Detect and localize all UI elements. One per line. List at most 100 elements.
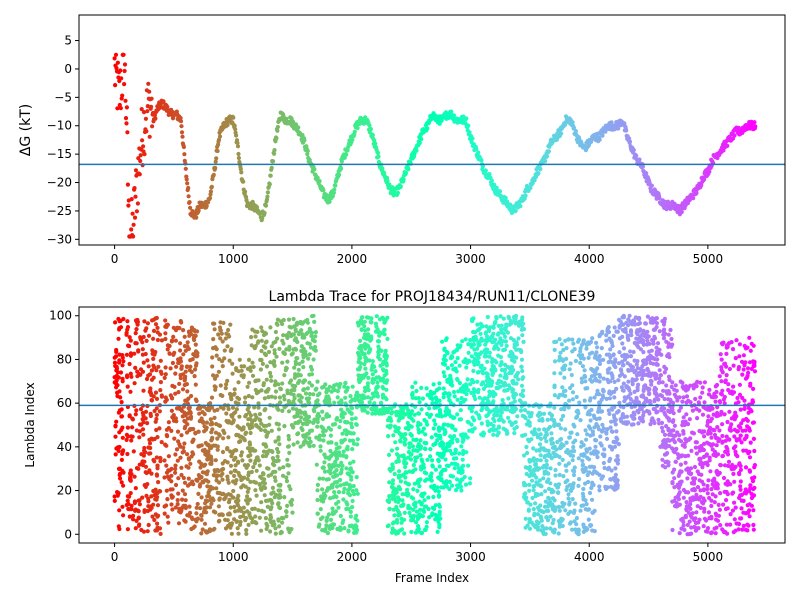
- lambda-point: [390, 462, 394, 466]
- lambda-point: [267, 350, 271, 354]
- lambda-point: [258, 475, 262, 479]
- delta-g-point: [130, 197, 134, 201]
- delta-g-point: [373, 141, 377, 145]
- lambda-point: [258, 463, 262, 467]
- lambda-point: [146, 497, 150, 501]
- delta-g-point: [133, 195, 137, 199]
- lambda-point: [120, 452, 124, 456]
- lambda-point: [342, 490, 346, 494]
- lambda-point: [273, 348, 277, 352]
- lambda-point: [276, 318, 280, 322]
- lambda-point: [417, 500, 421, 504]
- lambda-point: [339, 461, 343, 465]
- delta-g-point: [333, 184, 337, 188]
- lambda-point: [435, 413, 439, 417]
- lambda-point: [323, 470, 327, 474]
- lambda-point: [144, 352, 148, 356]
- lambda-point: [552, 340, 556, 344]
- lambda-point: [588, 352, 592, 356]
- lambda-point: [193, 367, 197, 371]
- lambda-point: [479, 408, 483, 412]
- lambda-point: [164, 372, 168, 376]
- lambda-point: [125, 353, 129, 357]
- lambda-point: [512, 431, 516, 435]
- lambda-point: [238, 515, 242, 519]
- lambda-point: [403, 475, 407, 479]
- lambda-point: [479, 332, 483, 336]
- lambda-point: [387, 480, 391, 484]
- lambda-point: [272, 463, 276, 467]
- lambda-point: [168, 352, 172, 356]
- lambda-point: [392, 520, 396, 524]
- lambda-point: [212, 527, 216, 531]
- lambda-point: [170, 339, 174, 343]
- delta-g-point: [276, 125, 280, 129]
- lambda-point: [406, 456, 410, 460]
- lambda-point: [253, 488, 257, 492]
- lambda-point: [469, 423, 473, 427]
- lambda-point: [466, 464, 470, 468]
- lambda-point: [220, 359, 224, 363]
- lambda-point: [306, 386, 310, 390]
- lambda-point: [538, 448, 542, 452]
- lambda-point: [475, 380, 479, 384]
- lambda-point: [356, 492, 360, 496]
- lambda-point: [181, 328, 185, 332]
- lambda-point: [263, 493, 267, 497]
- lambda-point: [418, 438, 422, 442]
- lambda-point: [166, 521, 170, 525]
- lambda-point: [392, 513, 396, 517]
- lambda-point: [519, 349, 523, 353]
- lambda-point: [176, 498, 180, 502]
- delta-g-point: [598, 138, 602, 142]
- lambda-point: [186, 484, 190, 488]
- lambda-point: [465, 385, 469, 389]
- lambda-point: [349, 475, 353, 479]
- lambda-point: [136, 467, 140, 471]
- lambda-point: [374, 410, 378, 414]
- lambda-point: [141, 452, 145, 456]
- lambda-point: [515, 425, 519, 429]
- lambda-point: [345, 432, 349, 436]
- delta-g-point: [124, 121, 128, 125]
- lambda-point: [479, 432, 483, 436]
- lambda-point: [221, 339, 225, 343]
- lambda-point: [520, 365, 524, 369]
- lambda-point: [329, 471, 333, 475]
- lambda-point: [459, 387, 463, 391]
- lambda-point: [287, 484, 291, 488]
- lambda-point: [216, 332, 220, 336]
- lambda-point: [470, 354, 474, 358]
- lambda-point: [246, 498, 250, 502]
- lambda-point: [231, 406, 235, 410]
- lambda-point: [282, 397, 286, 401]
- lambda-point: [552, 418, 556, 422]
- delta-g-point: [234, 133, 238, 137]
- lambda-point: [377, 334, 381, 338]
- lambda-point: [121, 377, 125, 381]
- lambda-point: [205, 457, 209, 461]
- lambda-point: [224, 386, 228, 390]
- lambda-point: [349, 514, 353, 518]
- lambda-point: [543, 489, 547, 493]
- delta-g-point: [180, 135, 184, 139]
- lambda-point: [501, 398, 505, 402]
- delta-g-point: [187, 194, 191, 198]
- lambda-point: [226, 460, 230, 464]
- lambda-point: [363, 367, 367, 371]
- lambda-point: [178, 348, 182, 352]
- lambda-point: [315, 414, 319, 418]
- lambda-point: [343, 396, 347, 400]
- lambda-point: [425, 520, 429, 524]
- delta-g-point: [138, 172, 142, 176]
- lambda-point: [357, 377, 361, 381]
- lambda-point: [525, 422, 529, 426]
- delta-g-point: [474, 147, 478, 151]
- delta-g-point: [123, 69, 127, 73]
- delta-g-point: [536, 171, 540, 175]
- lambda-point: [399, 479, 403, 483]
- lambda-point: [416, 524, 420, 528]
- lambda-point: [263, 429, 267, 433]
- delta-g-point: [452, 113, 456, 117]
- lambda-point: [221, 450, 225, 454]
